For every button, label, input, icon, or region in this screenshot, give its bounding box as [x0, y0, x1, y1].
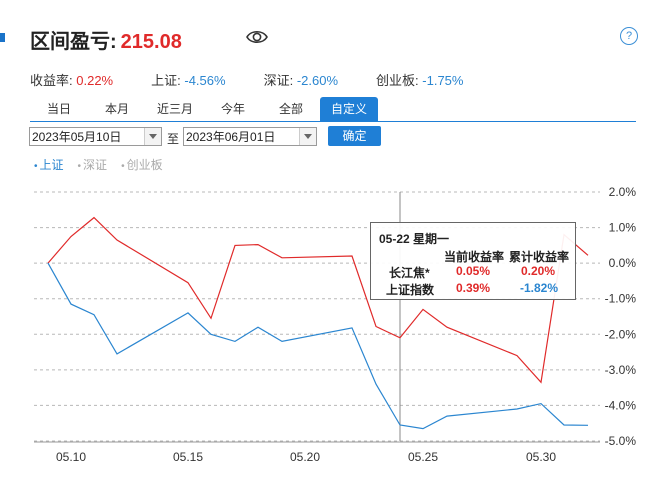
- end-date-value: 2023年06月01日: [186, 130, 276, 144]
- period-tabs: 当日 本月 近三月 今年 全部 自定义: [30, 97, 378, 121]
- stat-return: 收益率: 0.22%: [30, 70, 113, 89]
- x-tick-label: 05.20: [290, 450, 320, 464]
- legend-label: 上证: [39, 158, 64, 172]
- legend-label: 创业板: [126, 158, 163, 172]
- date-separator: 至: [167, 132, 180, 146]
- tooltip-row-current: 0.39%: [456, 281, 491, 295]
- y-tick-label: -4.0%: [605, 398, 637, 412]
- x-tick-label: 05.15: [173, 450, 203, 464]
- y-tick-label: -3.0%: [605, 363, 637, 377]
- stat-label: 深证:: [263, 73, 294, 88]
- tab-this-year[interactable]: 今年: [220, 102, 245, 116]
- y-tick-label: 0.0%: [609, 256, 637, 270]
- y-tick-label: -5.0%: [605, 434, 637, 448]
- start-date-select[interactable]: 2023年05月10日: [29, 127, 162, 146]
- x-tick-label: 05.25: [408, 450, 438, 464]
- tooltip-col-current: 当前收益率: [444, 250, 505, 264]
- stat-chinext: 创业板: -1.75%: [376, 70, 463, 89]
- stats-row: 收益率: 0.22% 上证: -4.56% 深证: -2.60% 创业板: -1…: [30, 70, 501, 89]
- x-tick-label: 05.30: [526, 450, 556, 464]
- legend-item-shenzhen[interactable]: • 深证: [77, 158, 108, 172]
- y-tick-label: 2.0%: [609, 185, 637, 199]
- tooltip-col-cumulative: 累计收益率: [509, 250, 570, 264]
- stat-value: 0.22%: [76, 73, 114, 88]
- stat-value: -2.60%: [296, 73, 339, 88]
- stat-shanghai: 上证: -4.56%: [151, 70, 225, 89]
- chevron-down-icon[interactable]: [144, 128, 161, 145]
- x-tick-label: 05.10: [56, 450, 86, 464]
- tab-this-month[interactable]: 本月: [104, 102, 129, 116]
- stat-shenzhen: 深证: -2.60%: [264, 70, 338, 89]
- confirm-button[interactable]: 确定: [328, 126, 381, 146]
- profit-amount: 215.08: [120, 31, 182, 53]
- tooltip-date: 05-22 星期一: [379, 232, 450, 246]
- y-tick-label: 1.0%: [609, 221, 637, 235]
- series-line-0: [47, 216, 589, 384]
- chart-tooltip: 05-22 星期一 当前收益率 累计收益率 长江焦* 0.05% 0.20% 上…: [370, 222, 576, 300]
- chevron-down-icon[interactable]: [299, 128, 316, 145]
- tooltip-row-current: 0.05%: [456, 264, 491, 278]
- tooltip-row-name: 上证指数: [386, 283, 435, 297]
- legend-item-shanghai[interactable]: • 上证: [34, 158, 64, 172]
- tab-three-months[interactable]: 近三月: [156, 102, 193, 116]
- stat-label: 创业板:: [376, 73, 419, 88]
- tab-today[interactable]: 当日: [46, 102, 71, 116]
- tab-all[interactable]: 全部: [278, 102, 303, 116]
- series-line-1: [47, 262, 589, 430]
- section-accent-bar: [0, 33, 5, 42]
- stat-label: 收益率:: [30, 73, 73, 88]
- stat-value: -4.56%: [184, 73, 226, 88]
- title-label: 区间盈亏:: [30, 31, 117, 53]
- tab-custom[interactable]: 自定义: [320, 97, 378, 121]
- y-tick-label: -2.0%: [605, 327, 637, 341]
- y-tick-label: -1.0%: [605, 292, 637, 306]
- legend-item-chinext[interactable]: • 创业板: [121, 158, 163, 172]
- help-icon[interactable]: ?: [620, 27, 638, 45]
- tab-underline: [30, 121, 636, 122]
- stat-value: -1.75%: [422, 73, 464, 88]
- start-date-value: 2023年05月10日: [32, 130, 122, 144]
- eye-icon[interactable]: [246, 28, 268, 46]
- stat-label: 上证:: [151, 73, 181, 88]
- chart-legend: • 上证 • 深证 • 创业板: [34, 156, 177, 173]
- tooltip-row-cumulative: 0.20%: [521, 264, 556, 278]
- tooltip-row-name: 长江焦*: [389, 266, 430, 280]
- end-date-select[interactable]: 2023年06月01日: [183, 127, 317, 146]
- tooltip-row-cumulative: -1.82%: [520, 281, 559, 295]
- legend-label: 深证: [83, 158, 108, 172]
- page-title: 区间盈亏: 215.08: [30, 25, 182, 54]
